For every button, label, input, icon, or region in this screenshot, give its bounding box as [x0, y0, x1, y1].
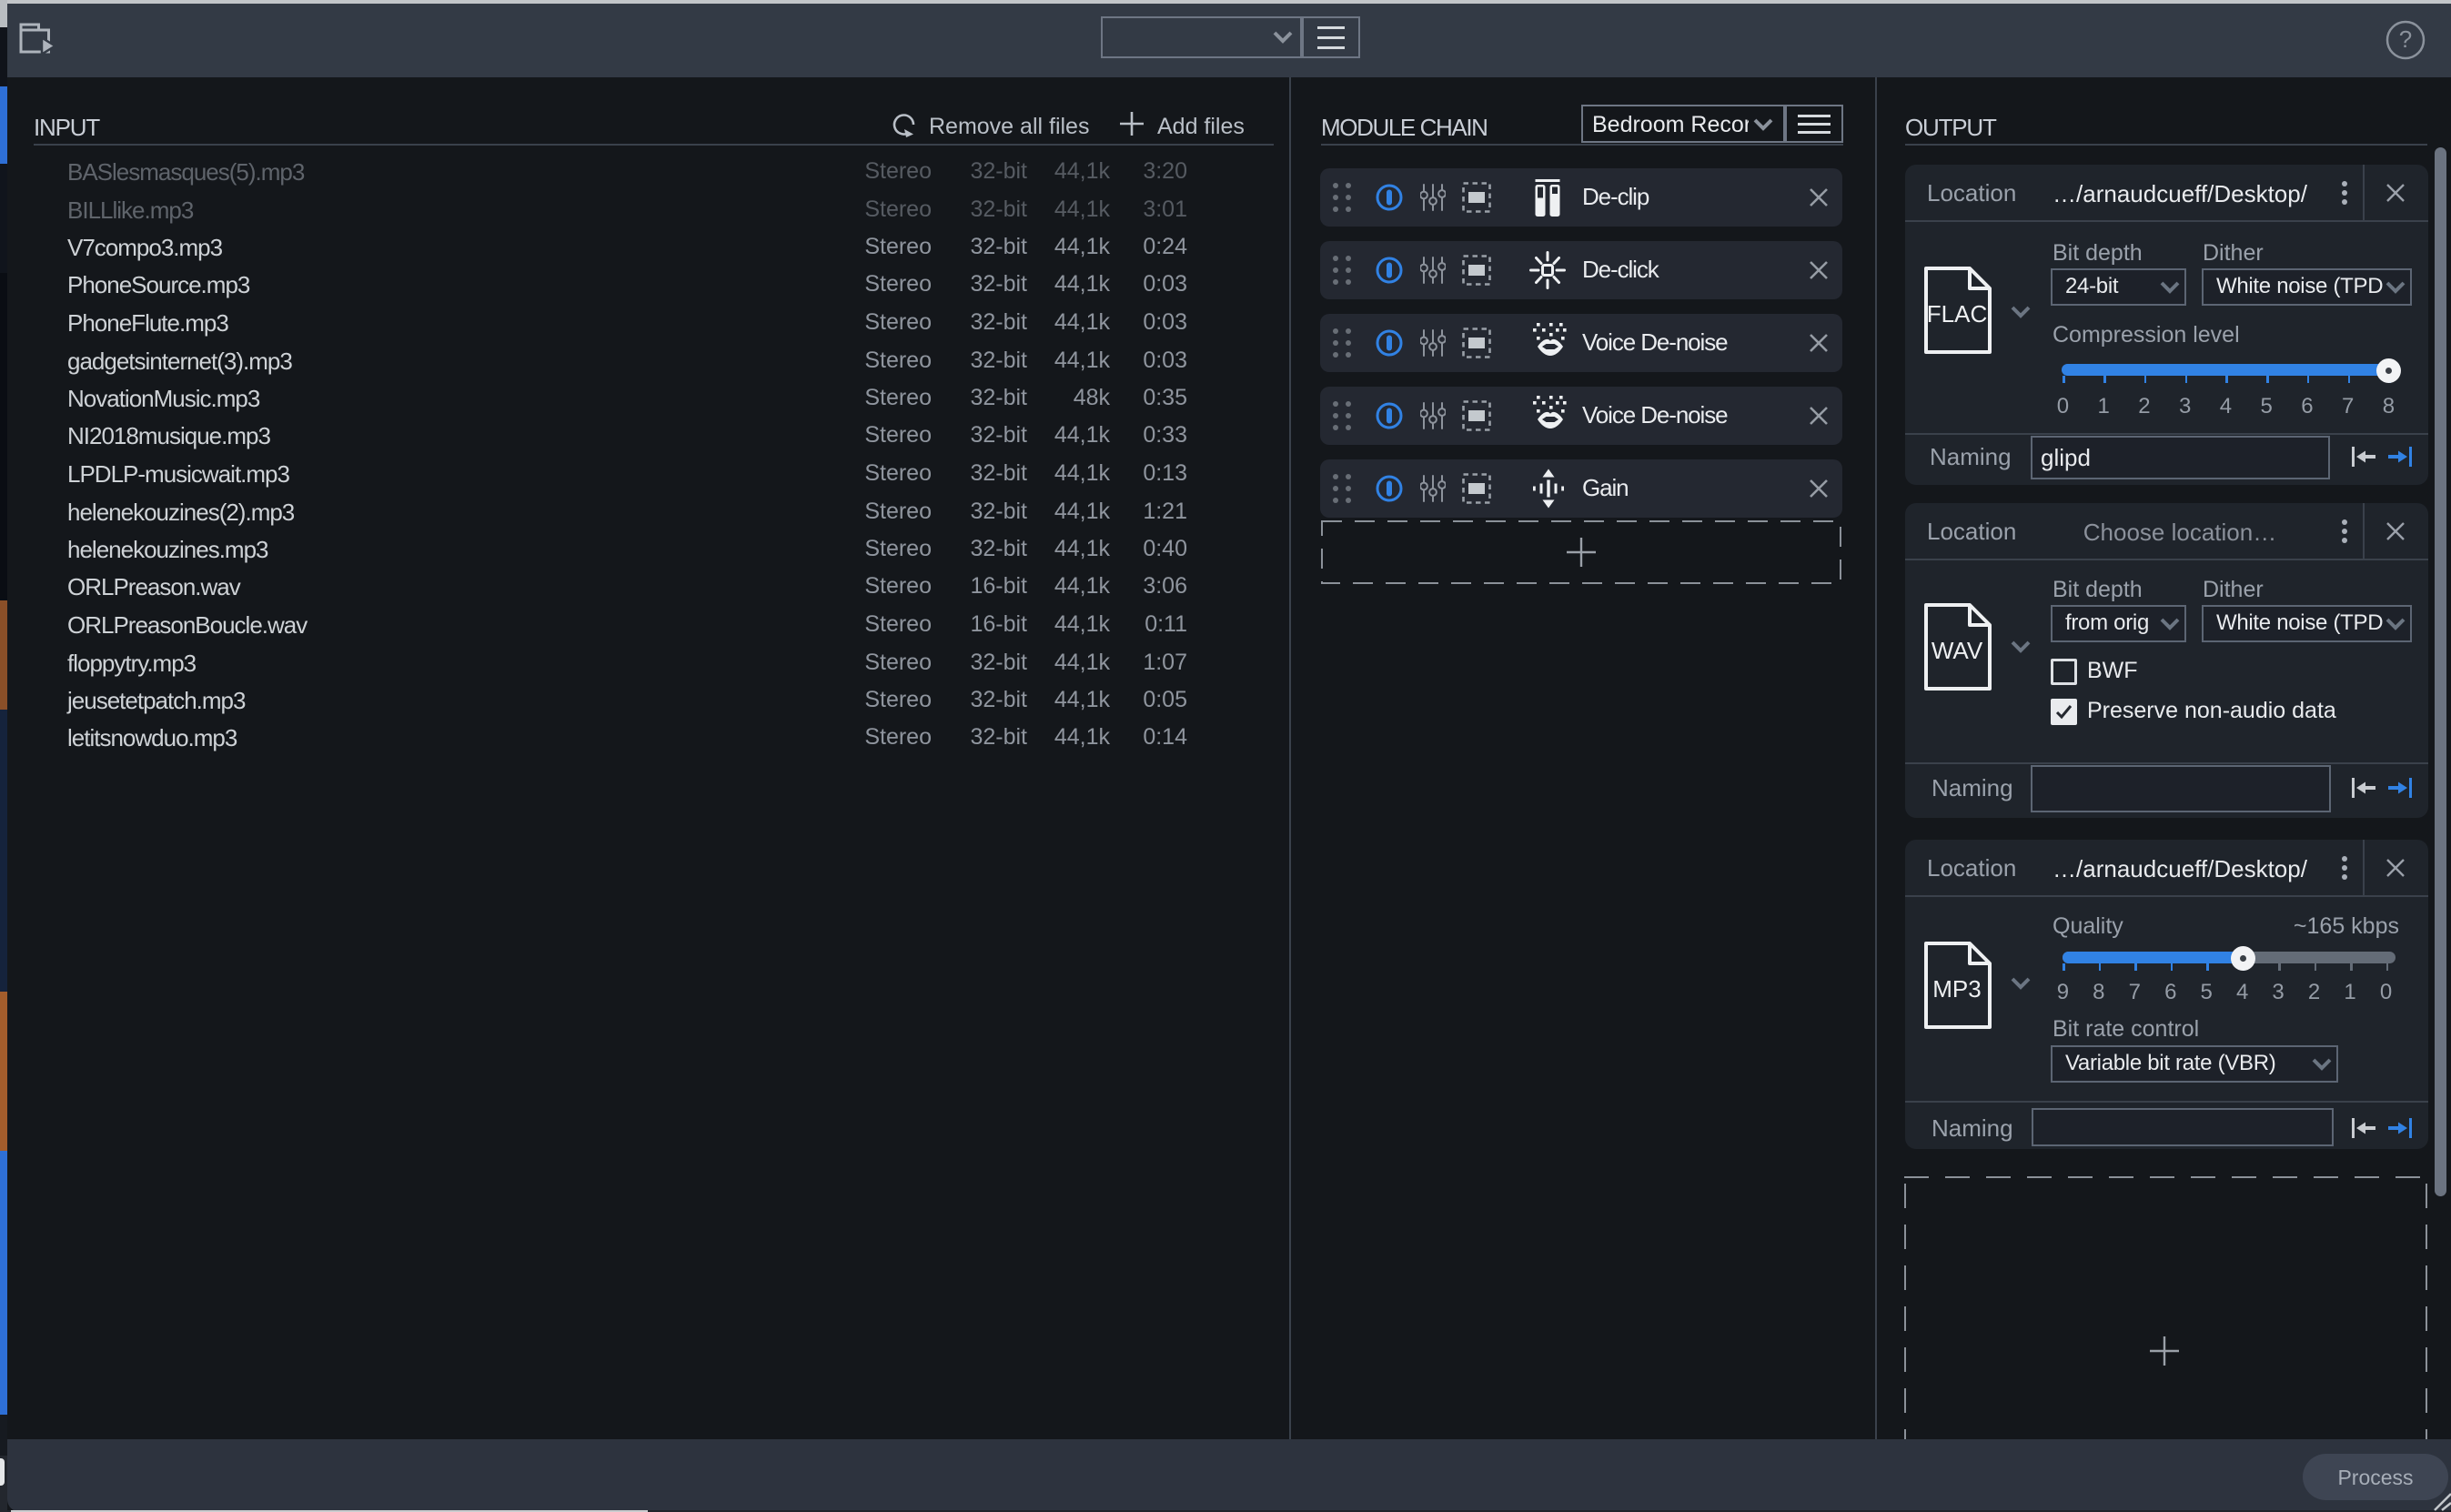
svg-text:FLAC: FLAC [1927, 300, 1987, 328]
svg-text:?: ? [2399, 25, 2412, 53]
svg-text:WAV: WAV [1932, 637, 1983, 664]
svg-text:MP3: MP3 [1932, 975, 1981, 1003]
